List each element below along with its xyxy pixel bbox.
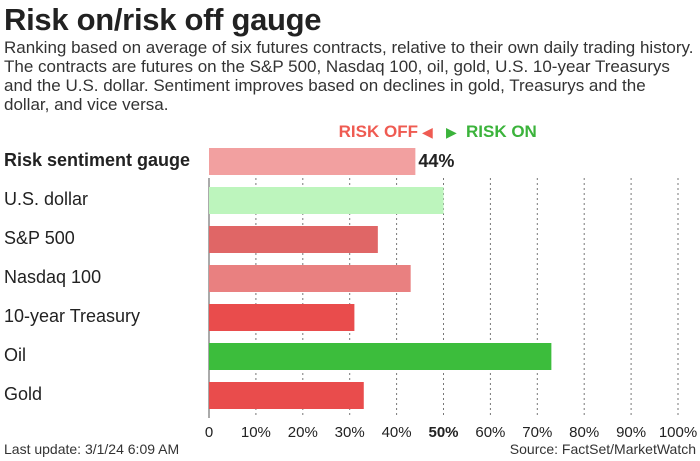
category-label: U.S. dollar — [4, 189, 89, 209]
category-label: Gold — [4, 384, 43, 404]
x-tick-label: 30% — [335, 424, 365, 441]
bar-gold — [209, 382, 364, 409]
x-tick-label: 60% — [475, 424, 505, 441]
category-label: Oil — [4, 345, 26, 365]
chart-subtitle: Ranking based on average of six futures … — [4, 38, 694, 114]
bar-risk-sentiment-gauge — [209, 148, 416, 175]
bar-nasdaq-100 — [209, 265, 411, 292]
x-tick-label: 100% — [659, 424, 697, 441]
category-label: S&P 500 — [4, 228, 75, 248]
risk-on-label: RISK ON — [466, 122, 537, 141]
risk-on-arrow-icon: ▶ — [446, 124, 457, 140]
category-label: 10-year Treasury — [4, 306, 141, 326]
x-tick-label: 20% — [288, 424, 318, 441]
bar-s-p-500 — [209, 226, 378, 253]
chart-title: Risk on/risk off gauge — [4, 2, 322, 37]
source-credit: Source: FactSet/MarketWatch — [509, 441, 696, 457]
bar-u-s-dollar — [209, 187, 444, 214]
category-label: Risk sentiment gauge — [4, 150, 191, 170]
x-tick-label: 0 — [205, 424, 213, 441]
gauge-value-label: 44% — [418, 151, 455, 171]
x-tick-label: 80% — [569, 424, 599, 441]
bar-oil — [209, 343, 552, 370]
category-label: Nasdaq 100 — [4, 267, 102, 287]
risk-off-label: RISK OFF — [338, 122, 418, 141]
x-tick-label: 10% — [241, 424, 271, 441]
x-tick-label: 90% — [616, 424, 646, 441]
risk-off-arrow-icon: ◀ — [422, 124, 433, 140]
bar-10-year-treasury — [209, 304, 355, 331]
x-tick-label: 40% — [382, 424, 412, 441]
x-tick-label: 70% — [522, 424, 552, 441]
x-tick-label: 50% — [428, 424, 458, 441]
last-update: Last update: 3/1/24 6:09 AM — [4, 441, 180, 457]
